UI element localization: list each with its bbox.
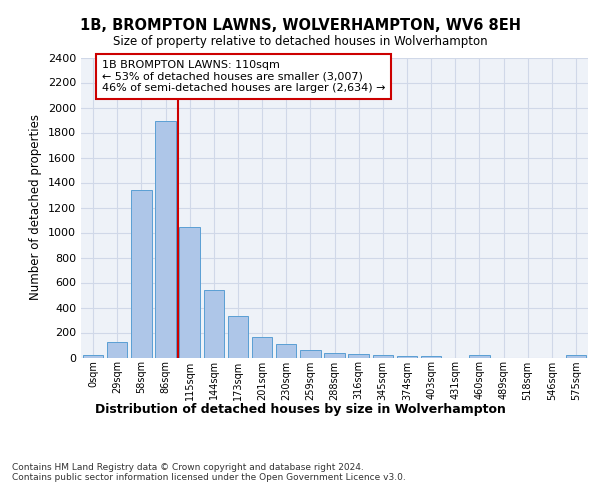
Bar (83, 355, 103, 358)
Bar (300, 350, 320, 358)
Bar (203, 290, 224, 358)
Bar (349, 354, 369, 358)
Bar (469, 355, 490, 358)
Bar (373, 355, 393, 358)
Text: 1B, BROMPTON LAWNS, WOLVERHAMPTON, WV6 8EH: 1B, BROMPTON LAWNS, WOLVERHAMPTON, WV6 8… (79, 18, 521, 32)
Bar (179, 227, 200, 358)
Text: Size of property relative to detached houses in Wolverhampton: Size of property relative to detached ho… (113, 35, 487, 48)
Text: Contains HM Land Registry data © Crown copyright and database right 2024.
Contai: Contains HM Land Registry data © Crown c… (12, 462, 406, 482)
Text: 1B BROMPTON LAWNS: 110sqm
← 53% of detached houses are smaller (3,007)
46% of se: 1B BROMPTON LAWNS: 110sqm ← 53% of detac… (101, 60, 385, 93)
Bar (421, 356, 442, 358)
Bar (276, 344, 296, 358)
Bar (252, 337, 272, 357)
Bar (324, 353, 345, 358)
Text: Distribution of detached houses by size in Wolverhampton: Distribution of detached houses by size … (95, 402, 505, 415)
Bar (397, 356, 417, 358)
Bar (107, 342, 127, 357)
Bar (227, 316, 248, 358)
Y-axis label: Number of detached properties: Number of detached properties (29, 114, 43, 300)
Bar (566, 355, 586, 358)
Bar (131, 190, 152, 358)
Bar (155, 121, 176, 358)
